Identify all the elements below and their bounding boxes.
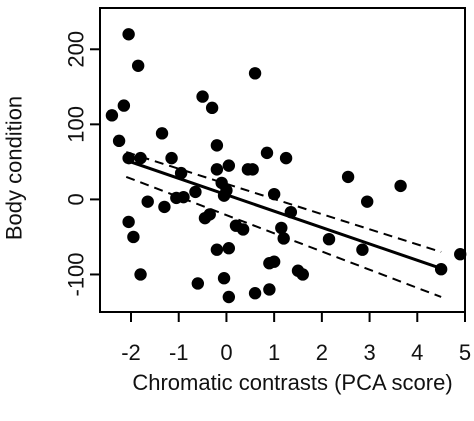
data-point — [210, 163, 224, 176]
y-axis-label: Body condition — [2, 96, 27, 240]
data-point — [222, 159, 236, 172]
data-point — [203, 208, 216, 221]
data-point — [248, 287, 262, 300]
plot-frame — [99, 7, 466, 313]
data-point — [189, 185, 202, 199]
x-tick-label: -2 — [121, 340, 141, 365]
data-points — [105, 28, 467, 304]
x-tick-label: 3 — [363, 340, 375, 365]
ci-upper-line — [125, 151, 442, 253]
data-point — [122, 28, 135, 41]
data-point — [267, 255, 281, 268]
data-point — [196, 90, 209, 103]
data-point — [177, 190, 190, 204]
data-point — [275, 221, 288, 235]
data-point — [284, 205, 298, 219]
data-point — [205, 101, 219, 115]
y-tick-label: -100 — [64, 252, 89, 296]
data-point — [356, 243, 369, 256]
data-point — [112, 134, 126, 148]
y-tick-label: 0 — [64, 193, 89, 205]
data-point — [105, 109, 119, 122]
data-point — [158, 200, 171, 214]
plot-area — [99, 7, 466, 313]
data-point — [263, 283, 276, 296]
data-point — [248, 67, 262, 80]
data-point — [127, 230, 140, 244]
data-point — [277, 232, 290, 245]
data-point — [210, 243, 224, 256]
data-point — [131, 59, 145, 72]
data-point — [434, 263, 448, 276]
data-point — [117, 99, 131, 112]
y-axis: -100 0 100 200 — [64, 31, 100, 296]
x-tick-label: 1 — [268, 340, 280, 365]
data-point — [122, 215, 135, 229]
data-point — [341, 170, 355, 184]
data-point — [260, 146, 274, 160]
x-tick-label: 0 — [220, 340, 232, 365]
x-tick-label: 5 — [459, 340, 471, 365]
data-point — [236, 223, 250, 236]
data-point — [134, 268, 147, 281]
data-point — [222, 241, 236, 255]
data-point — [222, 290, 236, 304]
x-tick-label: 4 — [411, 340, 423, 365]
data-point — [134, 151, 147, 165]
data-point — [217, 272, 231, 285]
x-axis: -2 -1 0 1 2 3 4 5 — [121, 312, 471, 365]
data-point — [210, 139, 224, 152]
data-point — [220, 184, 233, 197]
data-point — [267, 187, 281, 201]
data-point — [454, 248, 467, 261]
data-point — [394, 179, 407, 193]
y-tick-label: 100 — [64, 106, 89, 143]
data-point — [191, 277, 205, 290]
x-tick-label: -1 — [169, 340, 189, 365]
x-tick-label: 2 — [316, 340, 328, 365]
data-point — [360, 195, 374, 208]
data-point — [279, 151, 293, 165]
x-axis-label: Chromatic contrasts (PCA score) — [132, 370, 452, 395]
data-point — [174, 166, 188, 180]
data-point — [165, 151, 178, 165]
data-point — [296, 268, 309, 281]
data-point — [141, 195, 154, 208]
data-point — [246, 163, 259, 176]
data-point — [322, 232, 336, 246]
data-point — [122, 151, 135, 165]
regression-line — [125, 158, 442, 270]
data-point — [155, 127, 169, 140]
y-tick-label: 200 — [64, 31, 89, 68]
